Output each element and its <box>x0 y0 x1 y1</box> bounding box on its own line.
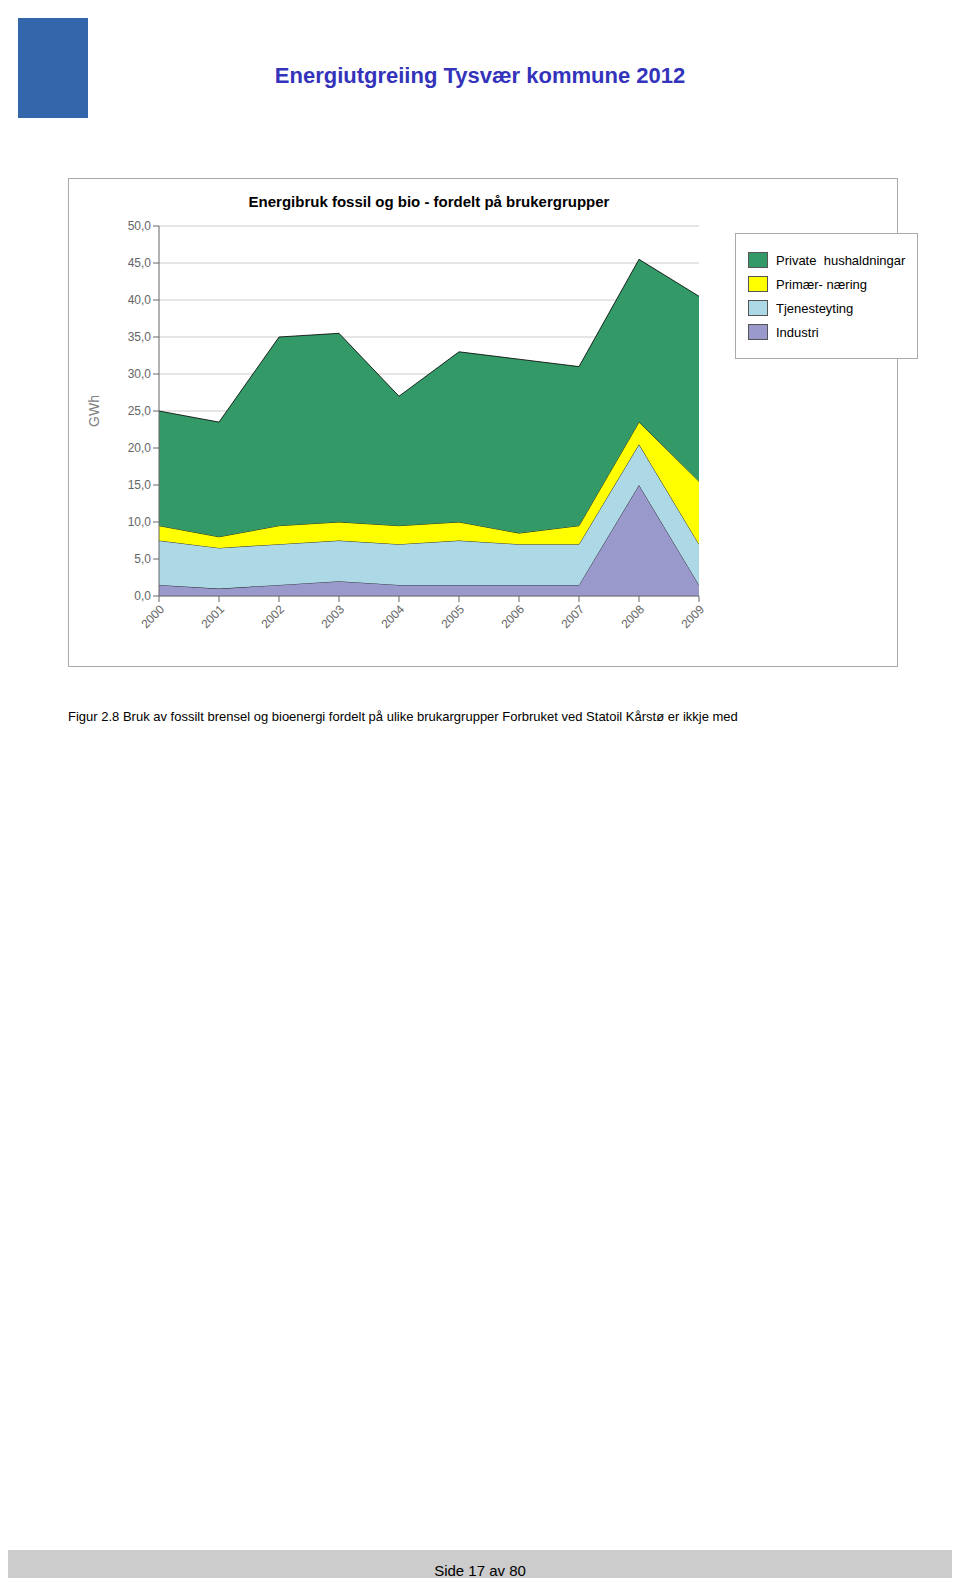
svg-text:35,0: 35,0 <box>128 330 152 344</box>
html-text:Tjenesteyting: Tjenesteyting <box>776 300 854 316</box>
svg-text:10,0: 10,0 <box>128 515 152 529</box>
svg-text:30,0: 30,0 <box>128 367 152 381</box>
html-text:Side 17 av 80: Side 17 av 80 <box>434 1561 526 1579</box>
svg-text:2004: 2004 <box>378 602 407 631</box>
svg-text:0,0: 0,0 <box>134 589 151 603</box>
html-text:Industri: Industri <box>776 324 819 340</box>
html-text:Energibruk fossil og bio - for: Energibruk fossil og bio - fordelt på br… <box>248 193 610 210</box>
svg-text:2008: 2008 <box>618 602 647 631</box>
svg-text:2000: 2000 <box>138 602 167 631</box>
svg-text:15,0: 15,0 <box>128 478 152 492</box>
html-text:Primær- næring: Primær- næring <box>776 276 867 292</box>
svg-text:2009: 2009 <box>678 602 707 631</box>
html-text:Energiutgreiing Tysvær kommune: Energiutgreiing Tysvær kommune 2012 <box>274 63 686 88</box>
svg-text:5,0: 5,0 <box>134 552 151 566</box>
svg-text:2002: 2002 <box>258 602 287 631</box>
svg-text:20,0: 20,0 <box>128 441 152 455</box>
svg-text:25,0: 25,0 <box>128 404 152 418</box>
html-text:Figur 2.8 Bruk av fossilt bren: Figur 2.8 Bruk av fossilt brensel og bio… <box>68 709 738 724</box>
svg-text:2005: 2005 <box>438 602 467 631</box>
svg-text:40,0: 40,0 <box>128 293 152 307</box>
svg-text:2006: 2006 <box>498 602 527 631</box>
svg-text:45,0: 45,0 <box>128 256 152 270</box>
svg-text:2001: 2001 <box>198 602 227 631</box>
svg-text:50,0: 50,0 <box>128 219 152 233</box>
svg-text:2003: 2003 <box>318 602 347 631</box>
svg-text:2007: 2007 <box>558 602 587 631</box>
svg-text:GWh: GWh <box>86 395 102 427</box>
html-text:Private hushaldningar: Private hushaldningar <box>776 252 906 268</box>
